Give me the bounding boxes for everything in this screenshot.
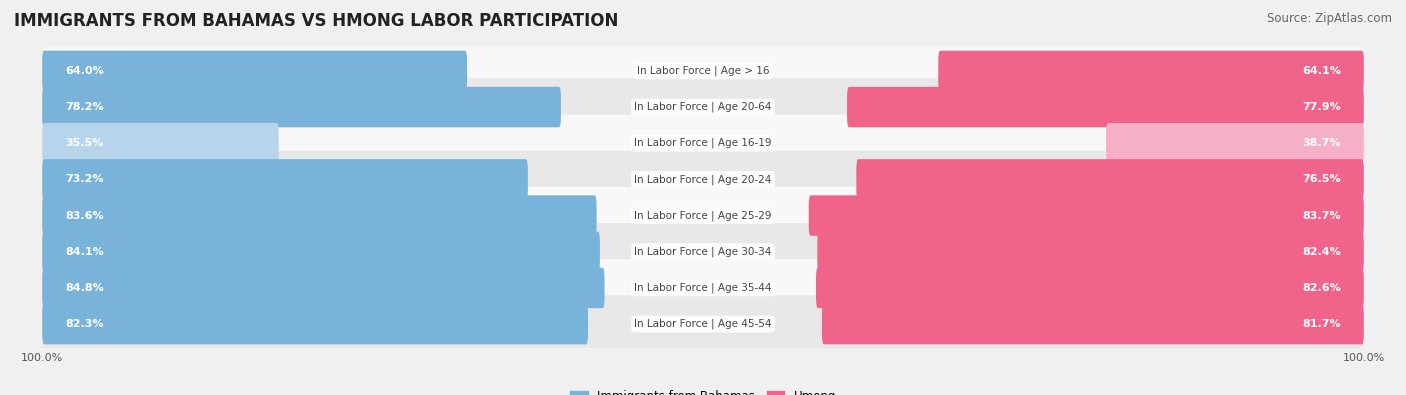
FancyBboxPatch shape [1107, 123, 1364, 164]
Text: 38.7%: 38.7% [1302, 138, 1341, 148]
Text: 82.4%: 82.4% [1302, 247, 1341, 257]
FancyBboxPatch shape [42, 196, 596, 236]
FancyBboxPatch shape [42, 231, 600, 272]
Text: 81.7%: 81.7% [1302, 319, 1341, 329]
FancyBboxPatch shape [44, 42, 1362, 100]
Text: 84.1%: 84.1% [65, 247, 104, 257]
FancyBboxPatch shape [42, 159, 527, 199]
Text: 84.8%: 84.8% [65, 283, 104, 293]
Text: In Labor Force | Age 16-19: In Labor Force | Age 16-19 [634, 138, 772, 149]
FancyBboxPatch shape [44, 187, 1362, 244]
Legend: Immigrants from Bahamas, Hmong: Immigrants from Bahamas, Hmong [565, 385, 841, 395]
FancyBboxPatch shape [42, 268, 605, 308]
FancyBboxPatch shape [44, 151, 1362, 208]
Text: 83.7%: 83.7% [1302, 211, 1341, 220]
Text: In Labor Force | Age > 16: In Labor Force | Age > 16 [637, 66, 769, 76]
FancyBboxPatch shape [42, 51, 467, 91]
FancyBboxPatch shape [815, 268, 1364, 308]
FancyBboxPatch shape [44, 295, 1362, 353]
Text: In Labor Force | Age 20-64: In Labor Force | Age 20-64 [634, 102, 772, 112]
FancyBboxPatch shape [808, 196, 1364, 236]
Text: In Labor Force | Age 35-44: In Labor Force | Age 35-44 [634, 283, 772, 293]
Text: 73.2%: 73.2% [65, 175, 104, 184]
Text: 64.0%: 64.0% [65, 66, 104, 76]
FancyBboxPatch shape [44, 115, 1362, 172]
FancyBboxPatch shape [846, 87, 1364, 127]
Text: 76.5%: 76.5% [1302, 175, 1341, 184]
FancyBboxPatch shape [42, 87, 561, 127]
Text: 83.6%: 83.6% [65, 211, 104, 220]
FancyBboxPatch shape [44, 223, 1362, 280]
Text: Source: ZipAtlas.com: Source: ZipAtlas.com [1267, 12, 1392, 25]
Text: In Labor Force | Age 25-29: In Labor Force | Age 25-29 [634, 210, 772, 221]
Text: 82.6%: 82.6% [1302, 283, 1341, 293]
Text: 64.1%: 64.1% [1302, 66, 1341, 76]
Text: IMMIGRANTS FROM BAHAMAS VS HMONG LABOR PARTICIPATION: IMMIGRANTS FROM BAHAMAS VS HMONG LABOR P… [14, 12, 619, 30]
FancyBboxPatch shape [44, 78, 1362, 136]
Text: 78.2%: 78.2% [65, 102, 104, 112]
FancyBboxPatch shape [42, 123, 278, 164]
Text: In Labor Force | Age 30-34: In Labor Force | Age 30-34 [634, 246, 772, 257]
Text: 77.9%: 77.9% [1302, 102, 1341, 112]
FancyBboxPatch shape [938, 51, 1364, 91]
Text: 82.3%: 82.3% [65, 319, 104, 329]
Text: 35.5%: 35.5% [65, 138, 104, 148]
FancyBboxPatch shape [42, 304, 588, 344]
FancyBboxPatch shape [823, 304, 1364, 344]
FancyBboxPatch shape [44, 259, 1362, 317]
FancyBboxPatch shape [817, 231, 1364, 272]
Text: In Labor Force | Age 20-24: In Labor Force | Age 20-24 [634, 174, 772, 185]
Text: In Labor Force | Age 45-54: In Labor Force | Age 45-54 [634, 319, 772, 329]
FancyBboxPatch shape [856, 159, 1364, 199]
